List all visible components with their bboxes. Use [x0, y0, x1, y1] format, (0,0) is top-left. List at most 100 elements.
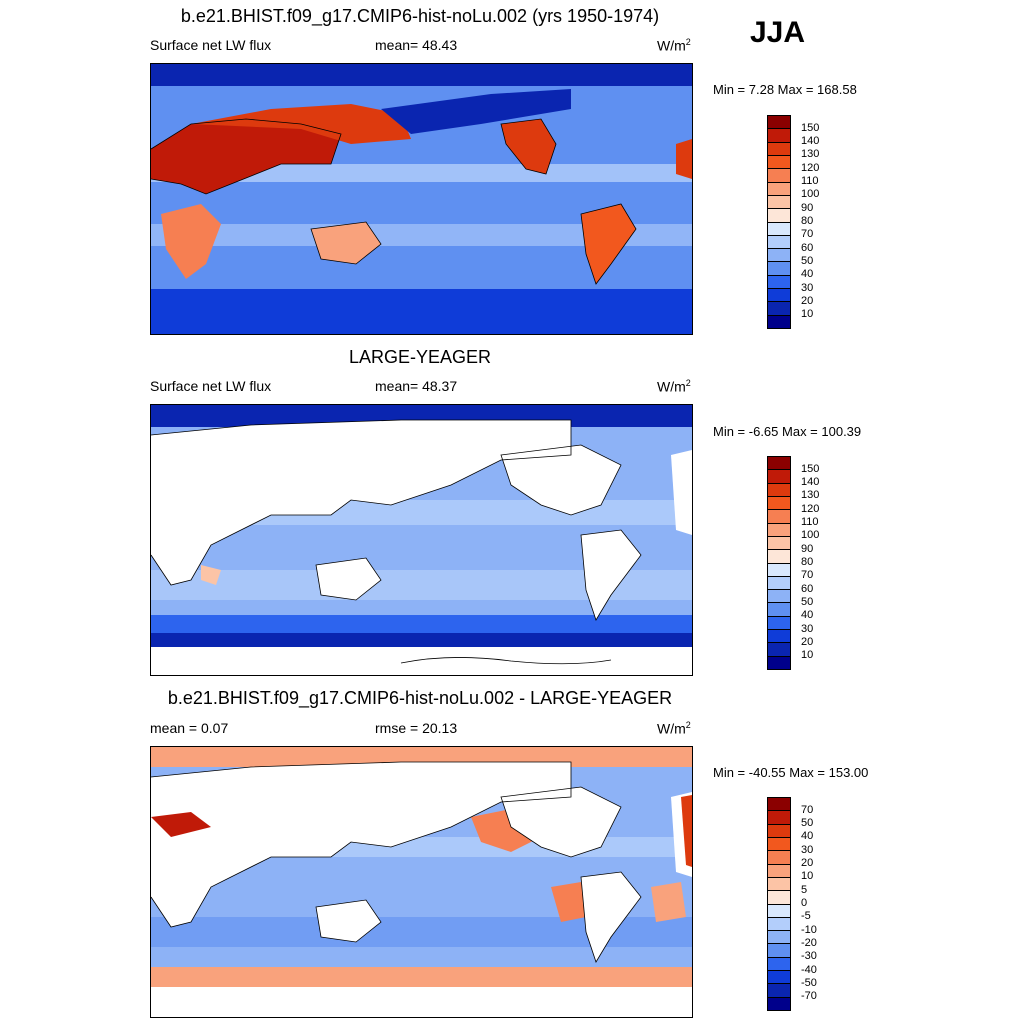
panel-2-colorbar: 150 140 130 120 110 100 90 80 70 60 50 40 30 20 10: [767, 456, 819, 670]
colorbar-tick-label: 140: [801, 135, 820, 148]
colorbar-tick-label: 50: [801, 254, 814, 267]
colorbar-swatch: [767, 301, 791, 316]
panel-1-minmax: Min = 7.28 Max = 168.58: [713, 82, 857, 97]
colorbar-swatch: [767, 602, 791, 617]
colorbar-swatch: [767, 642, 791, 657]
colorbar-tick-label: 20: [801, 635, 814, 648]
eurasia-africa-land: [151, 420, 571, 585]
australia-land: [316, 900, 381, 942]
north-america-land: [501, 445, 621, 515]
colorbar-swatch: [767, 221, 791, 236]
south-africa-land: [161, 204, 221, 279]
colorbar-swatch: [767, 154, 791, 170]
siberia-land: [381, 89, 571, 134]
colorbar-swatch: [767, 248, 791, 263]
colorbar-swatch: [767, 194, 791, 210]
colorbar-tick-label: 0: [801, 897, 808, 909]
south-atlantic-warm: [651, 882, 686, 922]
colorbar-tick-label: 10: [801, 870, 814, 883]
colorbar-swatch: [767, 482, 791, 497]
south-america-land: [581, 530, 641, 620]
colorbar-tick-label: 140: [801, 476, 820, 489]
subtropic-band-s: [151, 224, 692, 246]
panel-2-title: LARGE-YEAGER: [348, 347, 492, 367]
east-coast-hot: [681, 795, 692, 867]
panel-1-map: [150, 63, 693, 335]
colorbar-tick-label: -70: [801, 990, 817, 1003]
southern-ocean-band: [151, 967, 692, 987]
colorbar-swatch: [767, 535, 791, 551]
colorbar-swatch: [767, 261, 791, 276]
colorbar-swatch: [767, 876, 791, 892]
colorbar-swatch: [767, 797, 791, 812]
colorbar-tick-label: 120: [801, 161, 820, 174]
east-edge-land: [671, 450, 692, 535]
colorbar-swatch: [767, 469, 791, 484]
colorbar-tick-label: 150: [801, 121, 820, 134]
colorbar-swatch: [767, 996, 791, 1011]
south-america-land: [581, 872, 641, 962]
colorbar-swatch: [767, 575, 791, 591]
east-edge-land: [676, 139, 692, 179]
colorbar-swatch: [767, 890, 791, 905]
panel-1-map-svg: [151, 64, 692, 334]
colorbar-tick-label: 20: [801, 857, 814, 870]
panel-3-minmax: Min = -40.55 Max = 153.00: [713, 765, 869, 780]
colorbar-tick-label: 90: [801, 542, 814, 555]
colorbar-swatch: [767, 823, 791, 838]
antarctic-band: [151, 633, 692, 647]
panel-2-mean-label: mean= 48.37: [375, 378, 458, 394]
season-label: JJA: [750, 16, 806, 49]
colorbar-swatch: [767, 549, 791, 564]
colorbar-tick-label: 5: [801, 883, 808, 896]
colorbar-tick-label: 100: [801, 188, 820, 201]
colorbar-tick-label: 80: [801, 215, 814, 227]
panel-1-colorbar: 150 140 130 120 110 100 90 80 70 60 50 40 30 20 10: [767, 115, 819, 329]
australia-land: [311, 222, 381, 264]
colorbar-tick-label: 50: [801, 595, 814, 608]
colorbar-tick-label: 50: [801, 817, 814, 830]
southern-ocean-band: [151, 289, 692, 334]
panel-3-colorbar: 70 50 40 30 20 10 5 0 -5 -10 -20 -30 -40 -50 -70: [767, 797, 817, 1011]
colorbar-swatch: [767, 983, 791, 998]
colorbar-swatch: [767, 655, 791, 670]
panel-2-variable-label: Surface net LW flux: [150, 378, 272, 394]
colorbar-swatch: [767, 314, 791, 329]
colorbar-tick-label: -5: [801, 910, 811, 923]
colorbar-swatch: [767, 930, 791, 945]
colorbar-tick-label: 60: [801, 241, 814, 254]
colorbar-swatch: [767, 916, 791, 932]
south-america-land: [581, 204, 636, 284]
colorbar-swatch: [767, 589, 791, 604]
colorbar-tick-label: 130: [801, 148, 820, 161]
colorbar-swatch: [767, 562, 791, 577]
colorbar-swatch: [767, 168, 791, 183]
panel-2-map-svg: [151, 405, 692, 675]
colorbar-swatch: [767, 629, 791, 644]
colorbar-tick-label: -20: [801, 936, 817, 949]
colorbar-tick-label: 40: [801, 268, 814, 281]
colorbar-tick-label: 110: [801, 175, 819, 188]
colorbar-swatch: [767, 615, 791, 631]
colorbar-swatch: [767, 970, 791, 985]
south-pacific-warm: [551, 882, 586, 922]
colorbar-tick-label: 110: [801, 516, 819, 529]
subtropic-band-n: [151, 164, 692, 182]
colorbar-tick-label: 70: [801, 228, 814, 241]
colorbar-swatch: [767, 456, 791, 471]
colorbar-swatch: [767, 956, 791, 972]
colorbar-tick-label: 30: [801, 843, 814, 856]
colorbar-tick-label: 90: [801, 201, 814, 214]
panel-3-rmse-label: rmse = 20.13: [375, 720, 458, 736]
colorbar-tick-label: 150: [801, 462, 820, 475]
colorbar-swatch: [767, 234, 791, 250]
panel-3-units: W/m2: [657, 720, 691, 737]
madagascar-warm-spot: [201, 565, 221, 585]
colorbar-tick-label: 30: [801, 281, 814, 294]
colorbar-swatch: [767, 522, 791, 537]
panel-1-units: W/m2: [657, 37, 691, 54]
colorbar-tick-label: 120: [801, 502, 820, 515]
panel-1-variable-label: Surface net LW flux: [150, 37, 272, 53]
colorbar-tick-label: 60: [801, 582, 814, 595]
panel-3-map: [150, 746, 693, 1018]
